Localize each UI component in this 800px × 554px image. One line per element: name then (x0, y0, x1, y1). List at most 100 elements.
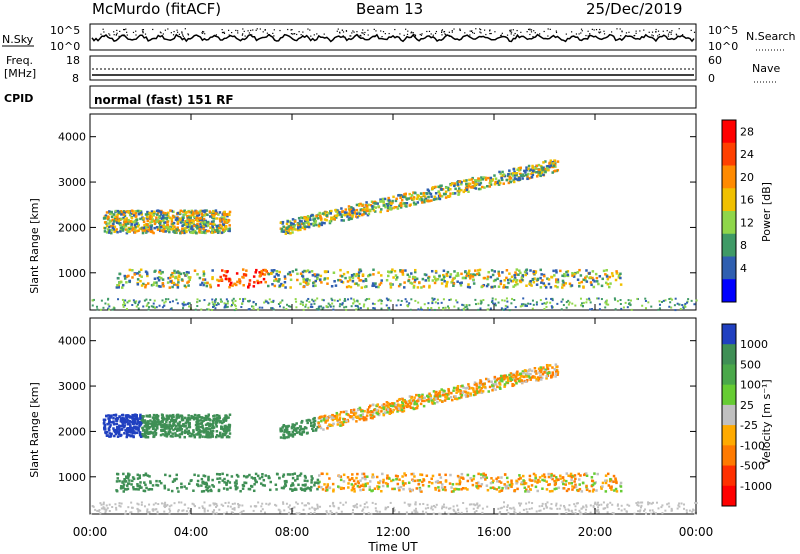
scatter-point (218, 481, 221, 484)
scatter-point (464, 387, 468, 390)
scatter-point (540, 164, 543, 168)
ground-scatter-point (377, 299, 380, 302)
scatter-point (543, 284, 547, 287)
scatter-point (106, 434, 109, 437)
scatter-point (368, 410, 371, 414)
scatter-point (114, 414, 118, 417)
scatter-point (584, 276, 587, 280)
scatter-point (162, 213, 166, 216)
scatter-point (247, 286, 250, 289)
scatter-point (167, 228, 171, 231)
ground-scatter-point (629, 304, 632, 307)
scatter-point (165, 432, 169, 436)
scatter-point (128, 213, 132, 217)
scatter-point (548, 371, 551, 375)
scatter-point (105, 222, 108, 225)
scatter-point (302, 285, 305, 289)
scatter-point (395, 477, 398, 481)
scatter-point (374, 282, 377, 285)
ground-scatter-point (331, 299, 334, 302)
scatter-point (156, 425, 159, 428)
nsearch-point (290, 29, 292, 31)
scatter-point (254, 480, 258, 483)
scatter-point (225, 482, 228, 485)
scatter-point (408, 487, 411, 491)
scatter-point (394, 474, 398, 478)
scatter-point (155, 281, 158, 284)
nsearch-point (494, 31, 496, 33)
nsearch-point (480, 29, 482, 31)
scatter-point (420, 473, 424, 477)
scatter-point (140, 486, 143, 489)
scatter-point (541, 478, 544, 482)
scatter-point (504, 485, 507, 489)
scatter-point (496, 277, 499, 281)
scatter-point (550, 474, 553, 477)
scatter-point (460, 472, 464, 476)
ground-scatter-point (465, 304, 468, 307)
nsearch-point (445, 34, 447, 36)
ground-scatter-point (339, 303, 342, 306)
scatter-point (438, 185, 441, 189)
scatter-point (401, 410, 404, 413)
scatter-point (325, 211, 329, 214)
scatter-point (530, 484, 534, 487)
ground-scatter-point (669, 297, 672, 300)
scatter-point (481, 185, 484, 189)
scatter-point (190, 231, 193, 234)
scatter-point (323, 415, 326, 418)
colorbar-segment (722, 233, 736, 257)
scatter-point (405, 205, 408, 208)
scatter-point (556, 371, 560, 374)
scatter-point (153, 417, 157, 420)
nsearch-point (123, 28, 126, 31)
nsearch-point (152, 28, 154, 31)
scatter-point (162, 219, 165, 222)
scatter-point (404, 269, 407, 272)
scatter-point (542, 161, 545, 164)
ground-scatter-point (313, 302, 316, 305)
scatter-point (569, 472, 573, 476)
ground-scatter-point (309, 305, 312, 308)
scatter-point (176, 226, 179, 229)
scatter-point (216, 278, 219, 282)
scatter-point (325, 472, 329, 476)
ground-scatter-point (224, 305, 227, 308)
scatter-point (500, 178, 504, 182)
scatter-point (199, 419, 203, 422)
scatter-point (445, 396, 449, 400)
scatter-point (430, 481, 434, 485)
scatter-point (326, 483, 330, 486)
ground-scatter-point (409, 308, 412, 311)
nsearch-point (628, 31, 630, 33)
nsearch-point (160, 32, 162, 34)
scatter-point (544, 370, 548, 373)
ground-scatter-point (588, 299, 591, 302)
scatter-point (199, 433, 202, 437)
scatter-point (333, 280, 336, 283)
scatter-point (134, 488, 138, 491)
scatter-point (312, 281, 315, 285)
scatter-point (375, 408, 379, 412)
scatter-point (369, 413, 373, 417)
scatter-point (562, 482, 565, 486)
ground-scatter-point (389, 299, 392, 302)
scatter-point (420, 286, 423, 289)
scatter-point (206, 432, 210, 436)
scatter-point (277, 280, 280, 283)
scatter-point (568, 474, 572, 478)
nsearch-point (363, 33, 365, 36)
nsearch-point (510, 29, 512, 31)
ground-scatter-point (267, 301, 270, 304)
scatter-point (596, 472, 599, 476)
scatter-point (479, 389, 482, 392)
ground-scatter-point (644, 299, 647, 302)
scatter-point (323, 218, 327, 221)
scatter-point (188, 214, 191, 218)
scatter-point (279, 221, 283, 225)
scatter-point (615, 481, 618, 485)
scatter-point (358, 406, 362, 410)
ground-scatter-point (127, 300, 130, 303)
ground-scatter-point (123, 304, 126, 307)
scatter-point (288, 431, 291, 434)
